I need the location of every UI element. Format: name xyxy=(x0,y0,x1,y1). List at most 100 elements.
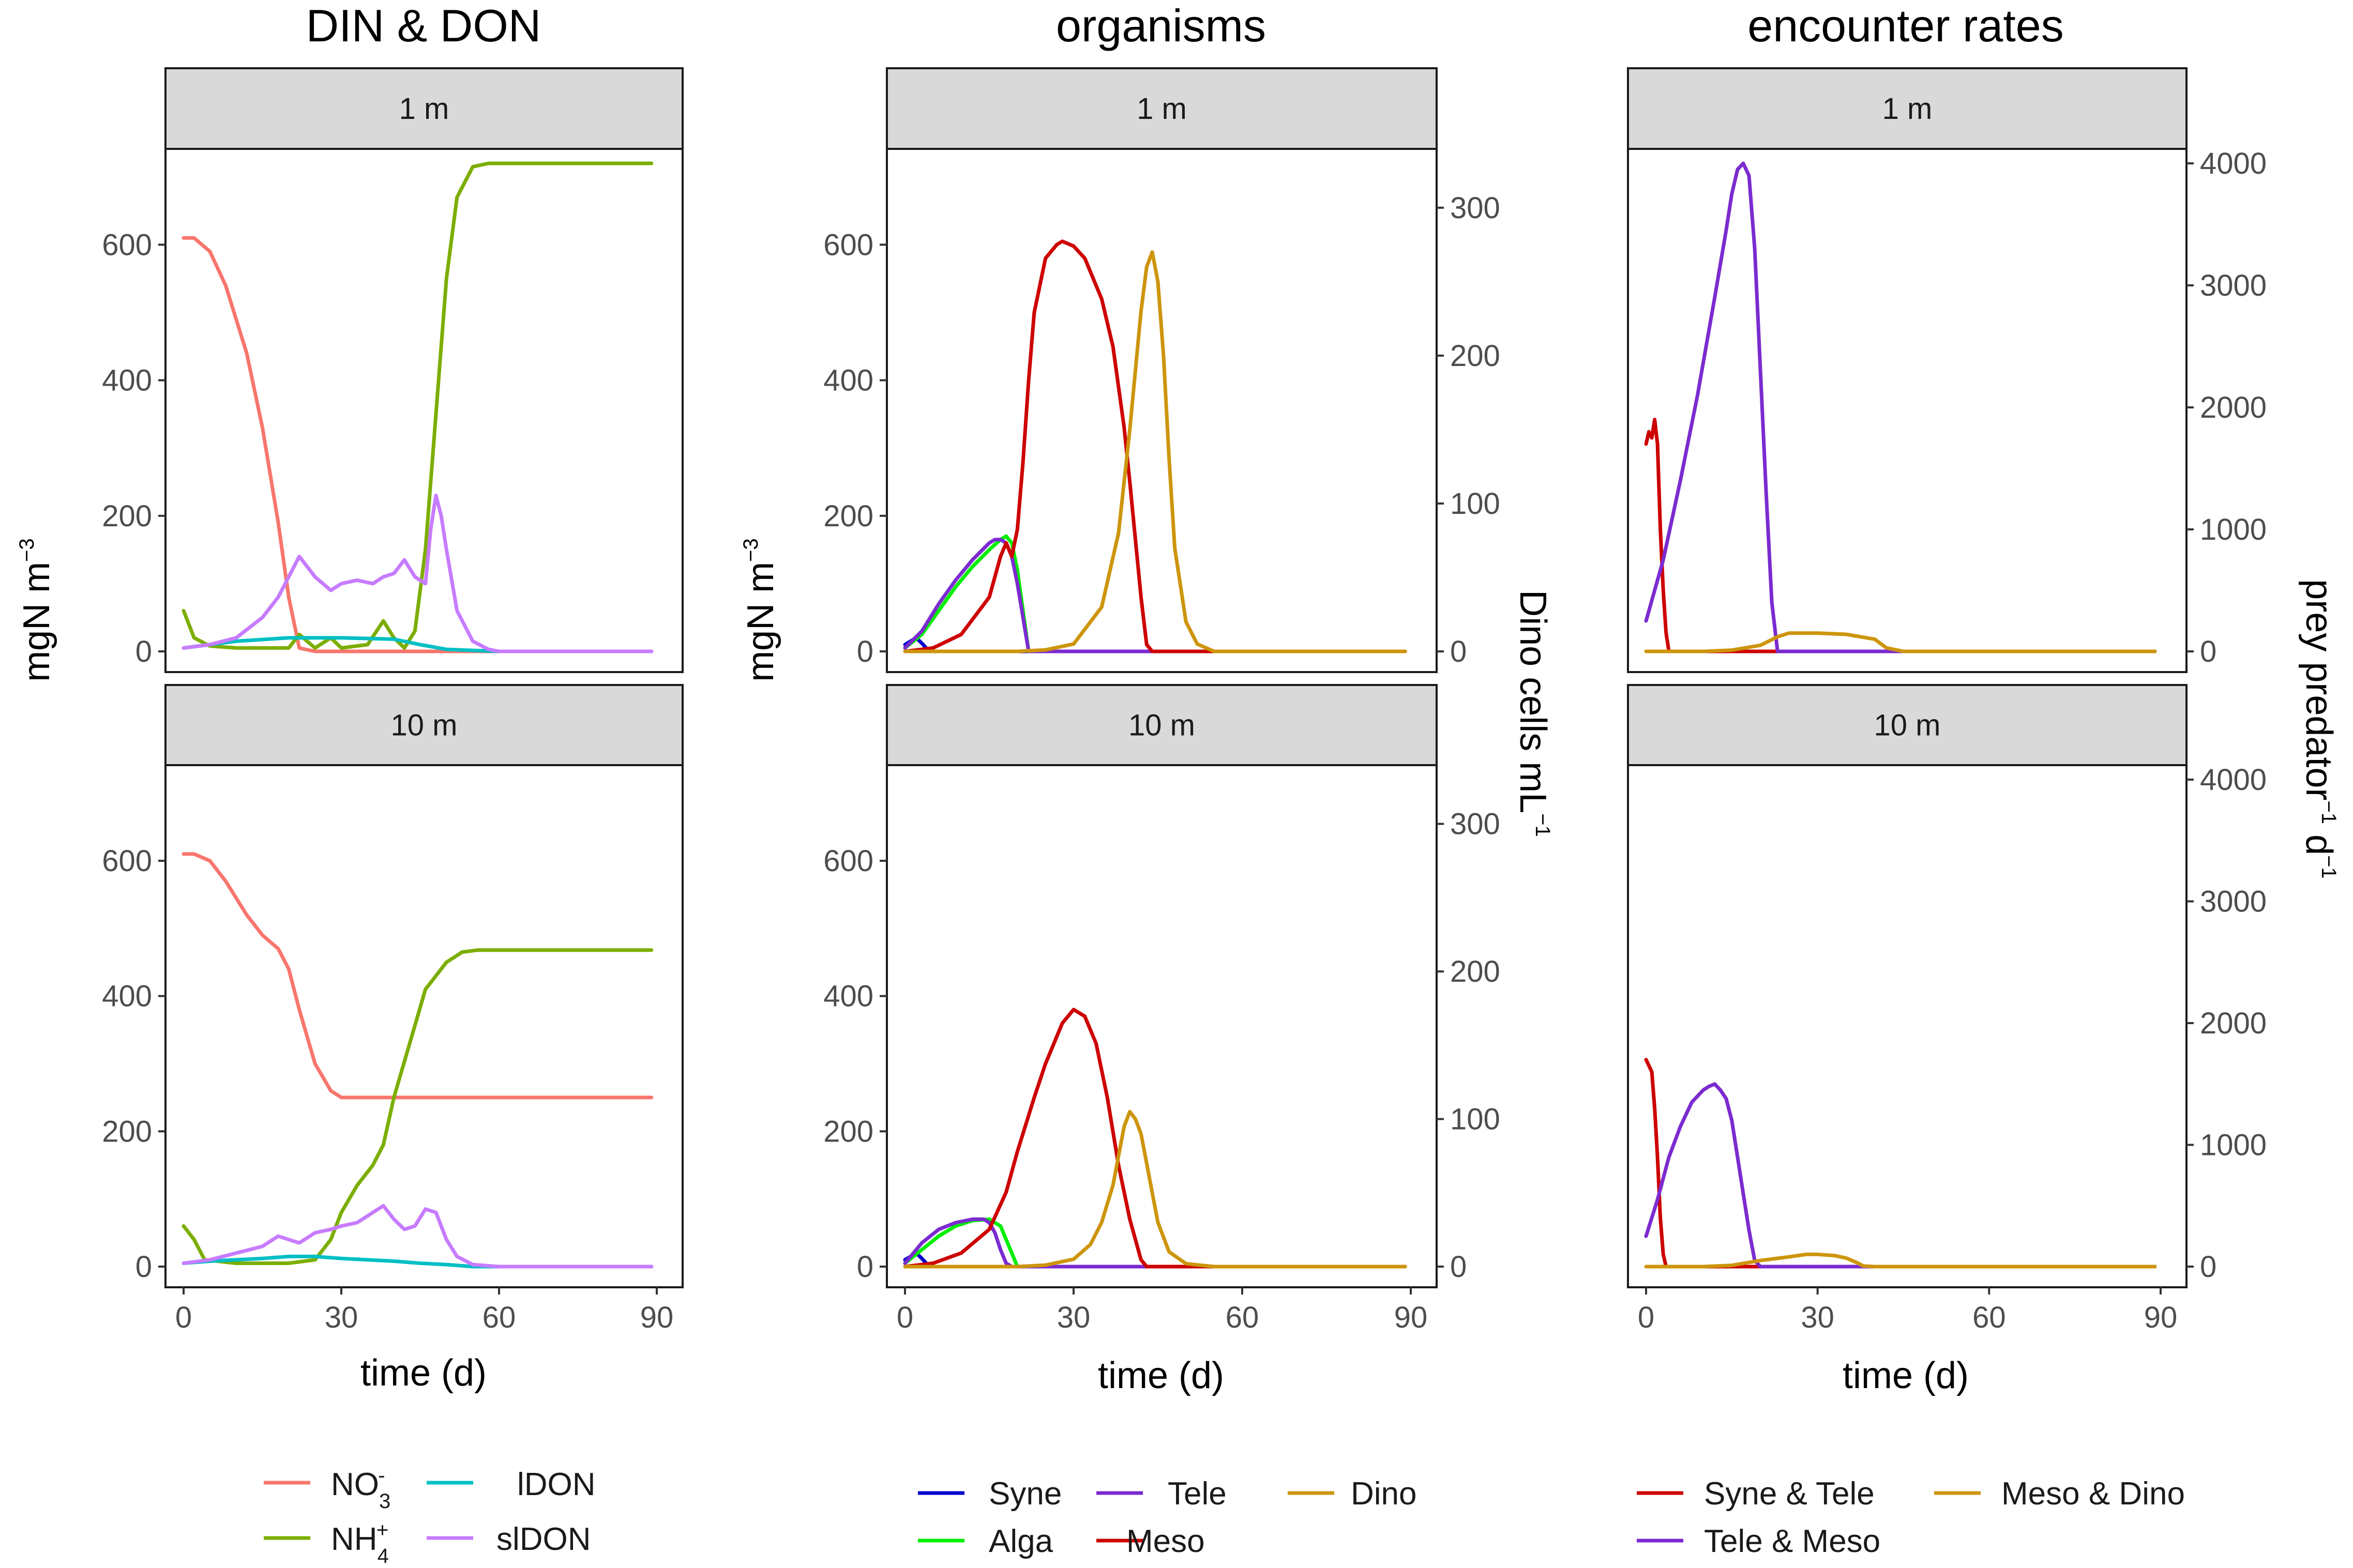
plot-frame xyxy=(886,764,1438,1288)
y-tick-label: 600 xyxy=(823,844,873,878)
y-axis-title-din-don: mgN m−3 xyxy=(16,538,57,682)
facet-din-don-10m: 10 m 0 200 400 600 0 30 60 90 xyxy=(102,684,684,1334)
facet-organisms-1m: 1 m 0 200 400 600 0 100 200 300 xyxy=(823,67,1500,673)
y-tick-label: 0 xyxy=(857,1250,873,1284)
series-line-nh4 xyxy=(182,948,654,1265)
y2-tick-label: 200 xyxy=(1450,339,1500,373)
y-tick-label: 200 xyxy=(102,499,152,533)
facet-organisms-10m: 10 m 0 200 400 600 0 100 200 300 0 30 60 90 xyxy=(823,684,1500,1334)
legend-label-sldon: slDON xyxy=(496,1521,591,1557)
legend-label-nh4: NH4+ xyxy=(331,1519,389,1567)
series-line-meso xyxy=(903,239,1407,653)
x-axis-title-organisms: time (d) xyxy=(1098,1355,1224,1396)
svg-text:mgN m−3: mgN m−3 xyxy=(740,538,781,682)
x-tick-label: 60 xyxy=(1972,1301,2006,1334)
legend-encounter: Syne & Tele Meso & Dino Tele & Meso xyxy=(1637,1476,2185,1559)
y2-tick-label: 3000 xyxy=(2200,269,2267,302)
y-tick-label: 0 xyxy=(135,635,152,668)
plot-frame xyxy=(886,148,1438,673)
legend-organisms: Syne Alga Tele Meso Dino xyxy=(918,1476,1417,1559)
y2-axis-title-encounter: prey predator−1 d−1 xyxy=(2298,579,2340,879)
legend-label-meso-dino: Meso & Dino xyxy=(2001,1476,2185,1512)
y-tick-label: 200 xyxy=(823,499,873,533)
facet-strip-label: 1 m xyxy=(1882,92,1933,126)
y-axis-title-organisms: mgN m−3 xyxy=(740,538,781,682)
series-line-meso xyxy=(903,1008,1407,1269)
y-tick-label: 0 xyxy=(135,1250,152,1284)
y-tick-label: 400 xyxy=(102,364,152,398)
x-tick-label: 30 xyxy=(1057,1301,1091,1334)
y-tick-label: 400 xyxy=(823,364,873,398)
y-tick-label: 600 xyxy=(102,228,152,262)
y2-tick-label: 0 xyxy=(2200,635,2216,668)
y2-tick-label: 0 xyxy=(2200,1250,2216,1284)
series-line-nh4 xyxy=(182,161,654,650)
facet-strip xyxy=(886,684,1438,766)
legend-label-dino: Dino xyxy=(1351,1476,1417,1512)
legend-label-ldon: lDON xyxy=(517,1467,596,1502)
svg-text:mgN m−3: mgN m−3 xyxy=(16,538,57,682)
y2-tick-label: 4000 xyxy=(2200,763,2267,797)
x-axis-title-din-don: time (d) xyxy=(360,1352,487,1394)
y2-tick-label: 100 xyxy=(1450,1103,1500,1136)
x-tick-label: 30 xyxy=(325,1301,358,1334)
y-tick-label: 200 xyxy=(102,1115,152,1148)
y2-axis-title-organisms: Dino cells mL−1 xyxy=(1512,590,1554,837)
y2-tick-label: 1000 xyxy=(2200,513,2267,546)
x-tick-label: 0 xyxy=(1638,1301,1654,1334)
y-tick-label: 600 xyxy=(823,228,873,262)
y2-tick-label: 1000 xyxy=(2200,1129,2267,1162)
y-tick-label: 0 xyxy=(857,635,873,668)
x-axis-title-encounter: time (d) xyxy=(1843,1355,1969,1396)
facet-strip xyxy=(164,684,684,766)
series-line-sldon xyxy=(182,1204,654,1269)
facet-strip-label: 10 m xyxy=(1874,709,1941,742)
series-line-meso-dino xyxy=(1644,631,2157,653)
y2-tick-label: 0 xyxy=(1450,635,1467,668)
y2-tick-label: 4000 xyxy=(2200,147,2267,180)
plot-frame xyxy=(1627,764,2188,1288)
x-tick-label: 30 xyxy=(1801,1301,1834,1334)
x-tick-label: 0 xyxy=(175,1301,192,1334)
legend-label-syne: Syne xyxy=(989,1476,1062,1512)
legend-din-don: NO3- NH4+ lDON slDON xyxy=(264,1464,596,1567)
y2-tick-label: 0 xyxy=(1450,1250,1467,1284)
series-line-dino xyxy=(903,1109,1407,1269)
x-tick-label: 90 xyxy=(2144,1301,2178,1334)
facet-strip xyxy=(886,67,1438,150)
y2-tick-label: 200 xyxy=(1450,955,1500,988)
series-line-dino xyxy=(903,250,1407,653)
y2-tick-label: 2000 xyxy=(2200,391,2267,424)
x-tick-label: 90 xyxy=(640,1301,674,1334)
series-line-tele-meso xyxy=(1644,1082,2157,1269)
legend-label-syne-tele: Syne & Tele xyxy=(1704,1476,1875,1512)
x-tick-label: 0 xyxy=(897,1301,913,1334)
plot-frame xyxy=(1627,148,2188,673)
svg-text:Dino cells mL−1: Dino cells mL−1 xyxy=(1512,590,1554,837)
facet-strip xyxy=(164,67,684,150)
legend-label-meso: Meso xyxy=(1126,1524,1205,1559)
panel-title-din-don: DIN & DON xyxy=(306,0,541,51)
facet-strip xyxy=(1627,67,2188,150)
series-line-tele-meso xyxy=(1644,161,2157,653)
facet-din-don-1m: 1 m 0 200 400 600 xyxy=(102,67,684,673)
facet-encounter-10m: 10 m 0 1000 2000 3000 4000 0 30 60 90 xyxy=(1627,684,2267,1334)
panel-title-encounter-rates: encounter rates xyxy=(1747,0,2064,51)
facet-strip xyxy=(1627,684,2188,766)
x-tick-label: 60 xyxy=(482,1301,516,1334)
y2-tick-label: 100 xyxy=(1450,487,1500,521)
facet-strip-label: 10 m xyxy=(391,709,458,742)
y2-tick-label: 300 xyxy=(1450,808,1500,841)
facet-strip-label: 10 m xyxy=(1128,709,1195,742)
panel-din-don: DIN & DON 1 m 0 200 400 600 10 m 0 200 400 600 0 3… xyxy=(16,0,684,1334)
series-line-sldon xyxy=(182,493,654,653)
legend-label-tele: Tele xyxy=(1168,1476,1227,1512)
legend-label-alga: Alga xyxy=(989,1524,1053,1559)
facet-strip-label: 1 m xyxy=(1137,92,1187,126)
plot-frame xyxy=(164,148,684,673)
facet-strip-label: 1 m xyxy=(399,92,449,126)
y-tick-label: 600 xyxy=(102,844,152,878)
y-tick-label: 200 xyxy=(823,1115,873,1148)
